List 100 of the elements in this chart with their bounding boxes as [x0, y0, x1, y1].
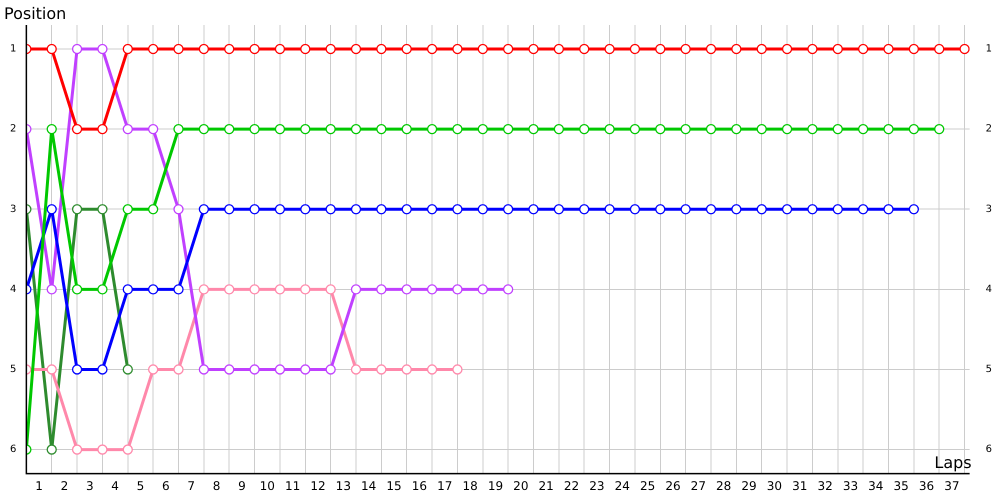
x-tick-label: 36: [918, 478, 934, 493]
x-tick-label: 15: [386, 478, 402, 493]
point: [883, 44, 894, 54]
point: [554, 44, 564, 54]
point: [604, 44, 615, 54]
point: [72, 364, 82, 375]
point: [908, 44, 919, 54]
point: [630, 204, 640, 214]
point: [731, 44, 742, 54]
point: [655, 44, 666, 54]
point: [807, 204, 818, 214]
point: [148, 204, 158, 214]
point: [452, 44, 463, 54]
x-tick-label: 37: [944, 478, 960, 493]
point: [173, 44, 184, 54]
point: [173, 204, 184, 214]
point: [198, 204, 210, 214]
x-tick-label: 28: [716, 478, 732, 493]
point: [478, 124, 488, 134]
point: [680, 124, 691, 134]
point: [46, 124, 57, 134]
point: [97, 444, 108, 455]
point: [198, 284, 210, 295]
point: [274, 284, 286, 295]
point: [807, 44, 818, 54]
point: [756, 44, 767, 54]
y2-tick-label: 4: [986, 284, 992, 295]
point: [325, 204, 336, 214]
point: [97, 124, 108, 134]
point: [300, 204, 310, 214]
point: [300, 364, 310, 375]
point: [630, 44, 640, 54]
point: [325, 284, 336, 295]
point: [452, 204, 463, 214]
point: [249, 44, 260, 54]
point: [224, 284, 234, 295]
x-tick-label: 27: [690, 478, 706, 493]
x-tick-label: 1: [35, 478, 43, 493]
point: [502, 124, 514, 134]
point: [173, 124, 184, 134]
x-axis-title: Laps: [934, 452, 972, 472]
point: [604, 204, 615, 214]
point: [198, 364, 210, 375]
point: [452, 124, 463, 134]
x-tick-label: 20: [513, 478, 528, 493]
point: [883, 204, 894, 214]
x-tick-label: 5: [136, 478, 144, 493]
point: [756, 124, 767, 134]
point: [72, 124, 82, 134]
point: [325, 124, 336, 134]
point: [350, 124, 362, 134]
point: [376, 284, 387, 295]
x-tick-label: 21: [538, 478, 554, 493]
point: [832, 124, 843, 134]
point: [908, 124, 919, 134]
point: [97, 284, 108, 295]
x-tick-label: 30: [766, 478, 782, 493]
point: [908, 204, 919, 214]
point: [858, 44, 868, 54]
y-tick-label: 6: [10, 444, 16, 456]
point: [249, 284, 260, 295]
point: [478, 204, 488, 214]
point: [148, 284, 158, 295]
point: [224, 204, 234, 214]
x-tick-label: 17: [437, 478, 452, 493]
point: [680, 204, 691, 214]
point: [274, 44, 286, 54]
point: [579, 44, 590, 54]
x-tick-label: 18: [462, 478, 478, 493]
point: [426, 124, 438, 134]
x-tick-label: 31: [792, 478, 808, 493]
point: [630, 124, 640, 134]
point: [173, 284, 184, 295]
y2-tick-label: 5: [986, 364, 992, 376]
point: [756, 204, 767, 214]
point: [122, 124, 133, 134]
point: [858, 124, 868, 134]
point: [122, 444, 133, 455]
point: [782, 124, 792, 134]
x-tick-label: 34: [868, 478, 884, 493]
point: [325, 44, 336, 54]
point: [224, 364, 234, 375]
point: [528, 44, 539, 54]
point: [173, 364, 184, 375]
point: [782, 44, 792, 54]
y-tick-label: 4: [10, 284, 16, 295]
point: [402, 364, 412, 375]
y-tick-label: 2: [10, 124, 16, 135]
point: [731, 204, 742, 214]
y-tick-label: 3: [10, 204, 16, 215]
point: [148, 124, 158, 134]
point: [148, 44, 158, 54]
point: [452, 364, 463, 375]
point: [46, 284, 57, 295]
x-tick-label: 13: [336, 478, 351, 493]
x-tick-label: 25: [640, 478, 656, 493]
point: [502, 44, 514, 54]
point: [376, 124, 387, 134]
point: [46, 204, 57, 214]
point: [402, 44, 412, 54]
